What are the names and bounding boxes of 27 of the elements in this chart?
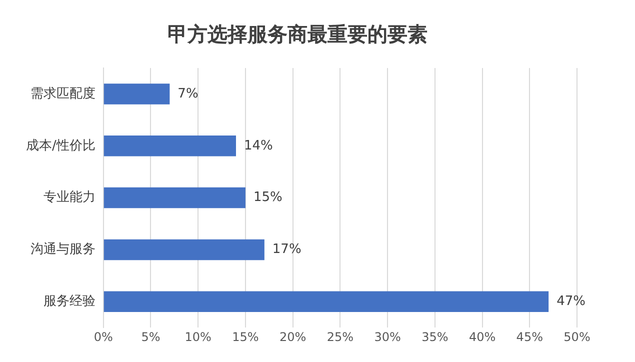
x-tick-label: 15%: [232, 330, 259, 344]
x-tick-label: 30%: [374, 330, 401, 344]
y-tick-label: 服务经验: [43, 294, 96, 310]
x-tick-label: 20%: [279, 330, 306, 344]
x-tick-label: 5%: [141, 330, 160, 344]
y-tick-label: 沟通与服务: [30, 242, 96, 258]
data-label: 15%: [253, 190, 282, 206]
y-tick-label: 专业能力: [43, 190, 96, 206]
bar: [104, 135, 236, 156]
data-label: 47%: [556, 294, 586, 310]
data-label: 14%: [244, 138, 273, 154]
x-tick-label: 35%: [422, 330, 448, 344]
chart-title: 甲方选择服务商最重要的要素: [168, 22, 428, 46]
y-tick-label: 成本/性价比: [26, 138, 96, 154]
y-tick-label: 需求匹配度: [30, 85, 96, 102]
x-tick-label: 45%: [516, 330, 543, 344]
x-tick-label: 10%: [184, 330, 212, 344]
x-tick-label: 50%: [564, 330, 590, 344]
x-tick-label: 25%: [326, 330, 354, 344]
data-label: 7%: [178, 86, 198, 102]
bar: [104, 187, 246, 208]
data-label: 17%: [272, 242, 302, 258]
bar: [104, 239, 264, 260]
x-tick-label: 0%: [94, 330, 113, 344]
bar: [104, 84, 170, 104]
x-tick-label: 40%: [468, 330, 496, 344]
bar: [104, 291, 549, 312]
